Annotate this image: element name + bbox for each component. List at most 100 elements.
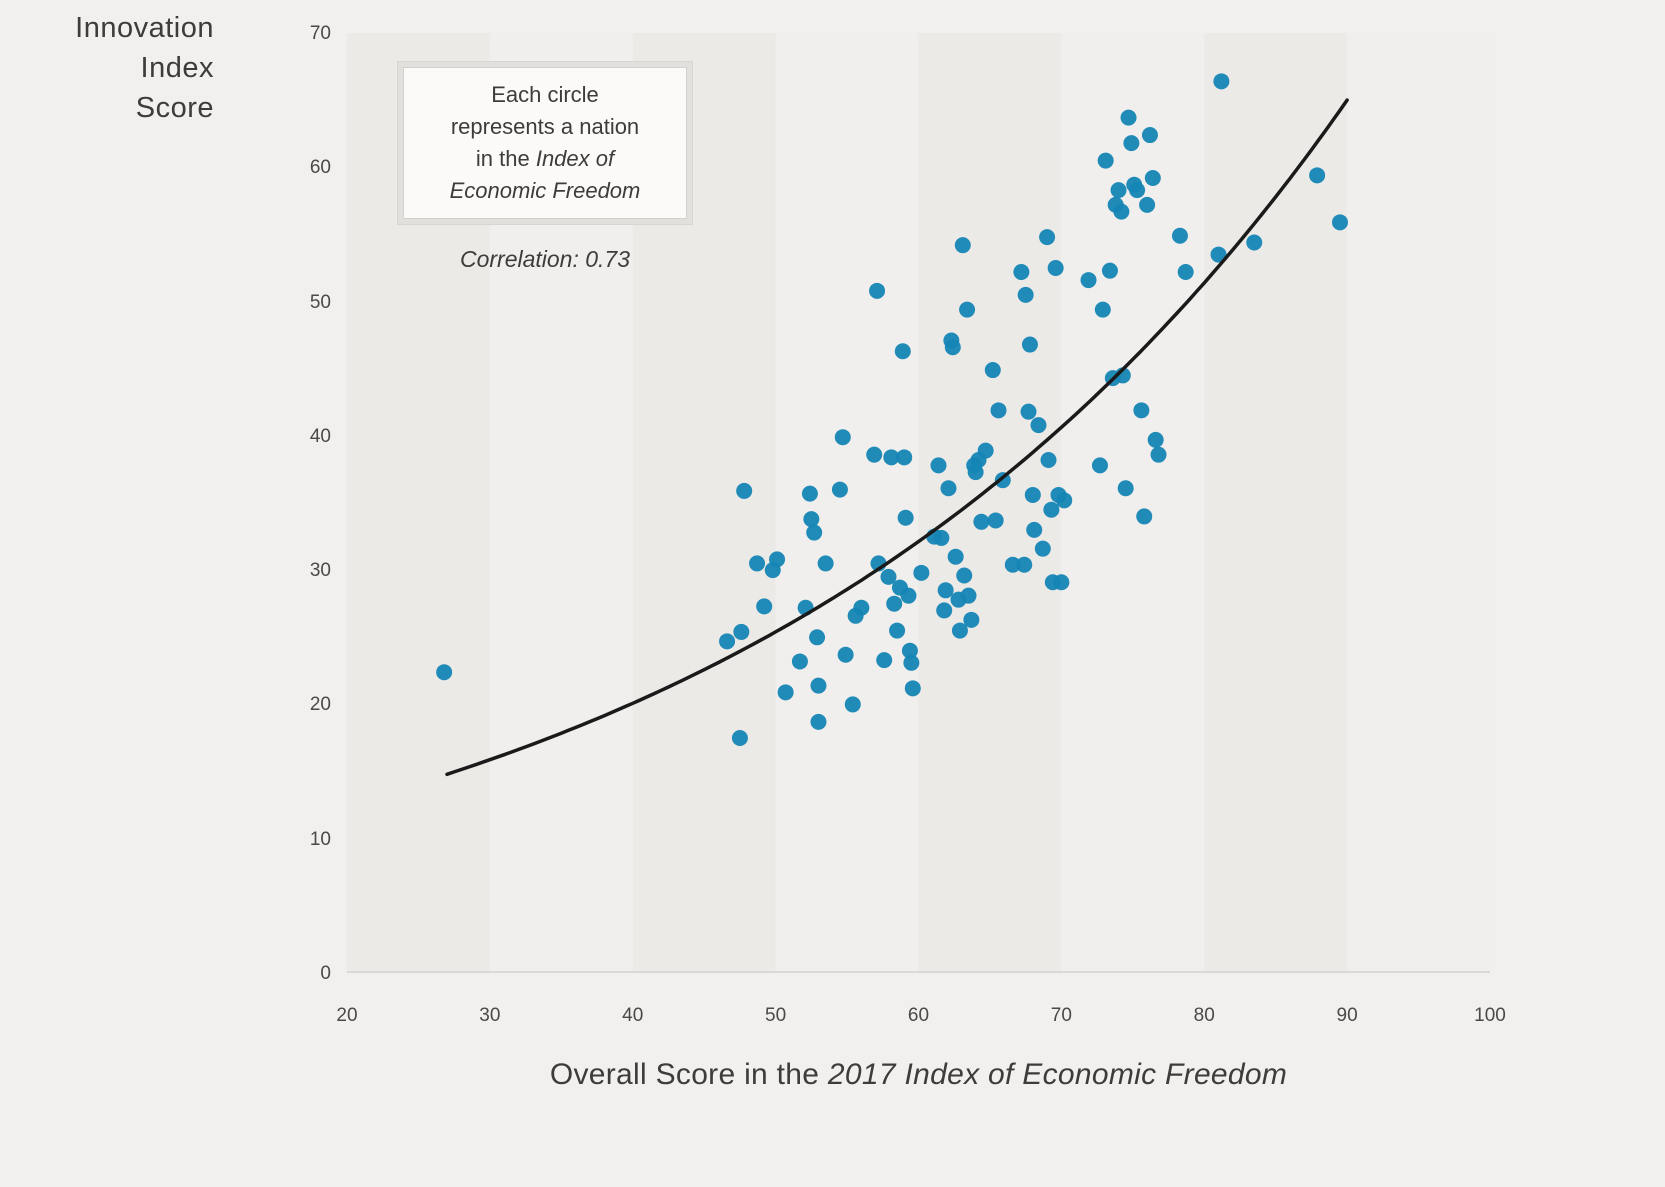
data-point [1030, 417, 1047, 434]
y-tick-label: 20 [309, 694, 331, 716]
x-tick-label: 50 [765, 1005, 787, 1026]
background-band [918, 33, 1062, 973]
background-band [1061, 33, 1205, 973]
data-point [894, 343, 911, 360]
data-point [810, 677, 827, 694]
data-point [977, 442, 994, 459]
data-point [886, 595, 903, 612]
data-point [817, 555, 834, 572]
data-point [1056, 492, 1073, 509]
x-tick-label: 60 [907, 1005, 930, 1026]
data-point [809, 629, 826, 646]
data-point [954, 237, 971, 254]
data-point [1141, 127, 1158, 144]
background-band [1347, 33, 1490, 973]
data-point [1016, 556, 1033, 573]
data-point [889, 622, 906, 639]
data-point [1144, 170, 1161, 187]
data-point [806, 524, 823, 541]
data-point [719, 633, 736, 650]
x-tick-label: 30 [479, 1005, 501, 1026]
x-tick-label: 40 [622, 1005, 644, 1026]
data-point [967, 464, 984, 481]
data-point [1129, 182, 1146, 199]
data-point [1213, 73, 1230, 90]
data-point [869, 282, 886, 299]
data-point [1021, 336, 1038, 353]
data-point [1331, 214, 1348, 231]
y-tick-label: 30 [309, 560, 331, 582]
y-tick-label: 0 [320, 963, 331, 984]
data-point [901, 642, 918, 659]
data-point [1139, 196, 1156, 213]
y-axis-title-line: Score [135, 92, 214, 125]
y-tick-label: 40 [309, 425, 331, 447]
data-point [436, 664, 453, 681]
data-point [956, 567, 973, 584]
x-tick-label: 90 [1336, 1005, 1358, 1026]
background-band [1204, 33, 1348, 973]
data-point [876, 652, 893, 669]
data-point [951, 622, 968, 639]
data-point [749, 555, 766, 572]
correlation-label: Correlation: 0.73 [459, 246, 631, 272]
data-point [803, 511, 820, 528]
data-point [791, 653, 808, 670]
data-point [930, 457, 947, 474]
data-point [731, 730, 748, 746]
data-point [1246, 234, 1263, 251]
data-point [1123, 135, 1140, 152]
data-point [900, 587, 917, 604]
data-point [936, 602, 953, 619]
data-point [1004, 556, 1021, 573]
y-tick-label: 70 [309, 23, 331, 44]
data-point [1080, 272, 1097, 289]
data-point [810, 713, 827, 730]
data-point [960, 587, 977, 604]
data-point [837, 646, 854, 663]
y-tick-label: 60 [309, 157, 331, 179]
data-point [1024, 486, 1041, 503]
data-point [903, 654, 920, 671]
data-point [947, 548, 964, 565]
data-point [897, 509, 914, 526]
data-point [883, 449, 900, 466]
x-axis-title-prefix: Overall Score in the [549, 1058, 828, 1091]
annotation-line: in the Index of [475, 145, 615, 171]
data-point [984, 362, 1001, 379]
data-point [1094, 301, 1111, 318]
data-point [733, 623, 750, 640]
data-point [1097, 152, 1114, 169]
data-point [896, 449, 913, 466]
data-point [1133, 402, 1150, 419]
data-point [853, 599, 870, 616]
data-point [1110, 182, 1127, 199]
x-tick-label: 100 [1474, 1005, 1506, 1026]
data-point [1034, 540, 1051, 557]
data-point [866, 446, 883, 463]
data-point [1026, 521, 1043, 538]
data-point [1150, 446, 1167, 463]
data-point [1113, 203, 1130, 220]
x-tick-label: 80 [1193, 1005, 1215, 1026]
data-point [1309, 167, 1326, 184]
data-point [1120, 109, 1137, 126]
data-point [913, 564, 930, 581]
x-axis-title: Overall Score in the 2017 Index of Econo… [347, 1058, 1490, 1092]
annotation-line: represents a nation [450, 113, 640, 139]
data-point [1147, 431, 1164, 448]
data-point [834, 429, 851, 446]
data-point [1017, 286, 1034, 303]
data-point [1177, 264, 1194, 281]
data-point [880, 568, 897, 585]
data-point [987, 512, 1004, 529]
data-point [1136, 508, 1153, 525]
data-point [959, 301, 976, 318]
data-point [1053, 574, 1070, 591]
trend-line [445, 98, 1349, 777]
y-axis-title: Innovation Index Score [30, 8, 214, 128]
annotation-line: Each circle [491, 82, 599, 107]
data-point [933, 529, 950, 546]
y-tick-label: 10 [309, 828, 331, 850]
